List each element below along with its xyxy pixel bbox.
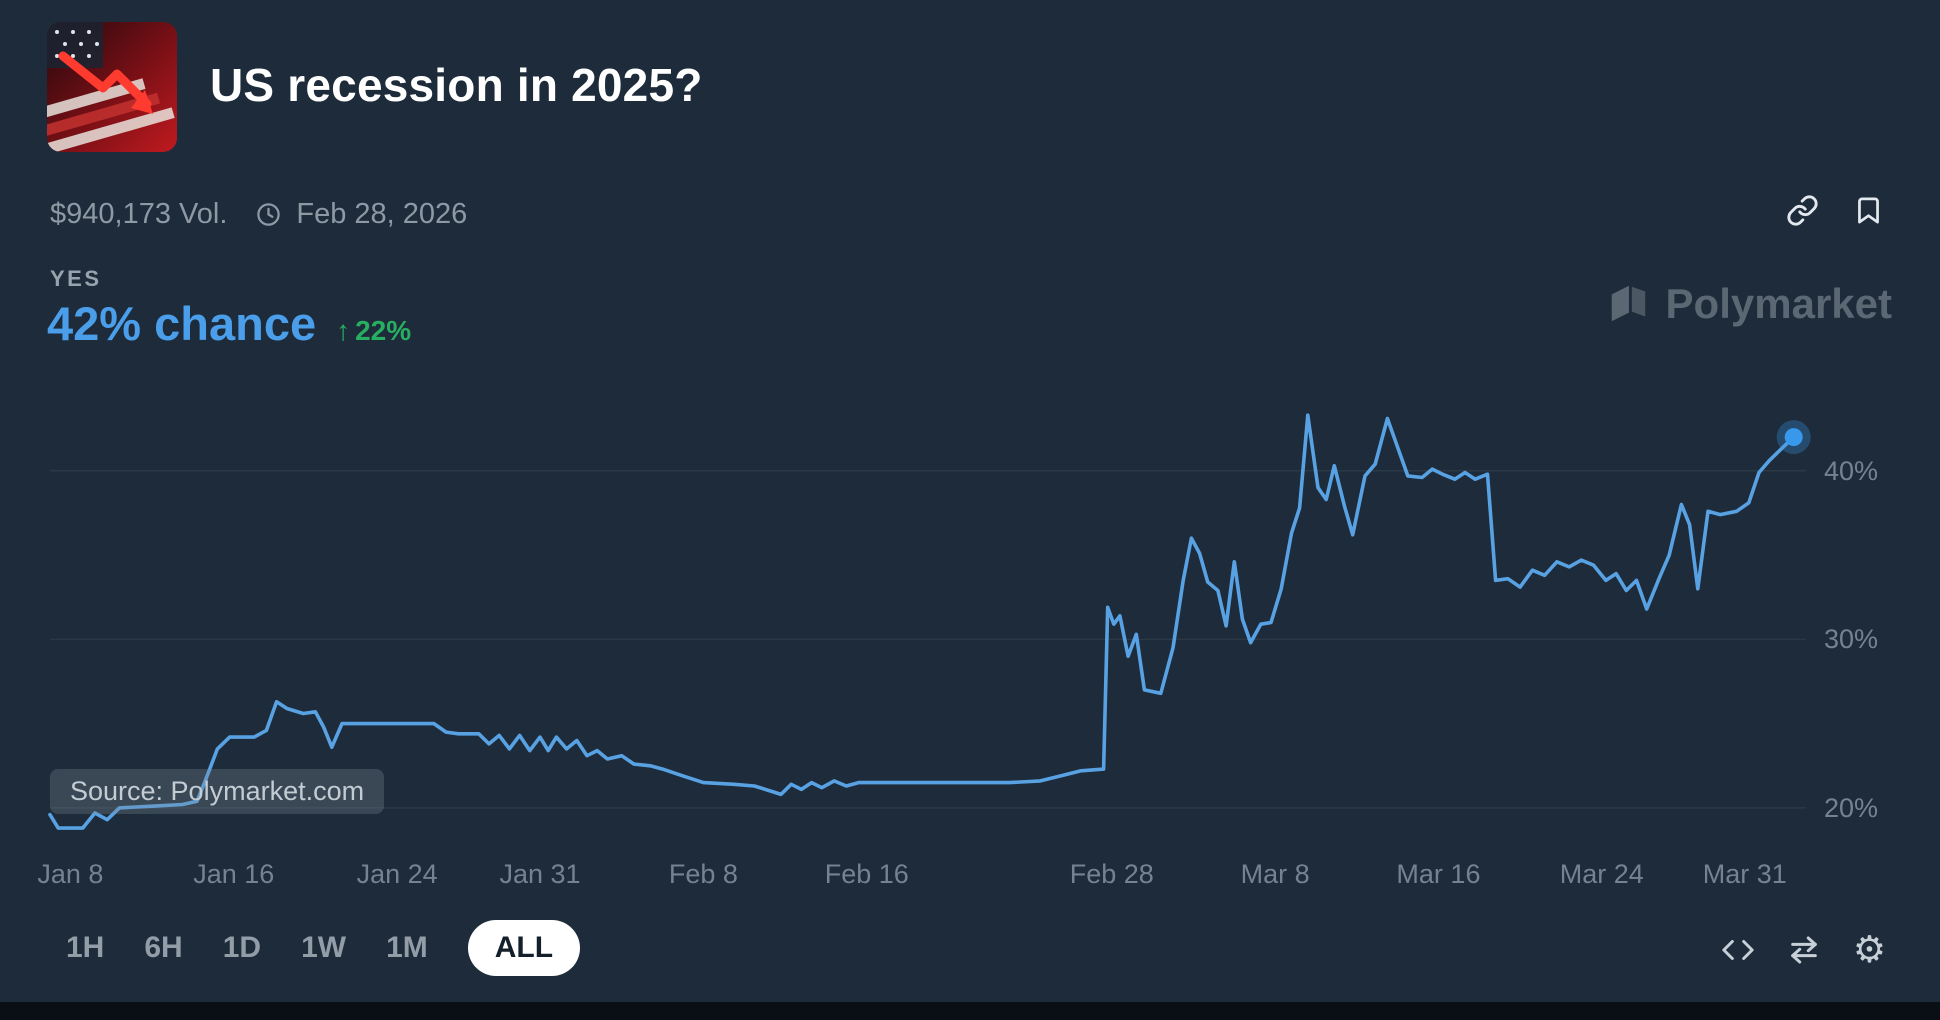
x-tick-label: Jan 16: [193, 859, 275, 889]
market-thumbnail: [47, 22, 177, 152]
swap-outcome-button[interactable]: [1783, 929, 1825, 971]
embed-code-button[interactable]: [1717, 929, 1759, 971]
x-tick-label: Feb 8: [668, 859, 738, 889]
bookmark-button[interactable]: [1849, 190, 1888, 231]
probability-line: [48, 413, 1796, 830]
polymarket-logo-icon: [1605, 281, 1651, 327]
timeframe-button-6h[interactable]: 6H: [144, 931, 183, 964]
market-meta: $940,173 Vol. Feb 28, 2026: [50, 198, 467, 231]
copy-link-button[interactable]: [1782, 190, 1823, 231]
timeframe-button-1w[interactable]: 1W: [301, 931, 347, 964]
chance-value: 42% chance: [47, 297, 317, 350]
x-tick-label: Mar 31: [1702, 859, 1787, 889]
x-tick-label: Jan 24: [356, 859, 438, 889]
code-icon: [1722, 940, 1754, 960]
bottom-bar: [0, 1002, 1940, 1020]
recession-flag-artwork: [47, 22, 177, 152]
x-tick-label: Feb 16: [824, 859, 909, 889]
timeframe-selector: 1H 6H 1D 1W 1M ALL: [66, 920, 581, 976]
bookmark-icon: [1858, 197, 1879, 224]
probability-chart[interactable]: [48, 400, 1811, 845]
market-actions: [1782, 190, 1888, 231]
x-tick-label: Mar 16: [1396, 859, 1481, 889]
x-tick-label: Mar 24: [1559, 859, 1644, 889]
source-badge: Source: Polymarket.com: [50, 769, 385, 814]
polymarket-watermark: Polymarket: [1605, 280, 1892, 328]
market-title: US recession in 2025?: [210, 59, 703, 111]
timeframe-button-1h[interactable]: 1H: [66, 931, 105, 964]
volume-text: $940,173 Vol.: [50, 198, 228, 230]
polymarket-wordmark: Polymarket: [1665, 280, 1892, 327]
end-date-text: Feb 28, 2026: [296, 198, 468, 230]
y-tick-label: 20%: [1824, 792, 1879, 823]
settings-button[interactable]: ⚙: [1849, 926, 1890, 974]
x-tick-label: Jan 8: [37, 859, 104, 889]
up-arrow-icon: ↑: [336, 315, 351, 346]
timeframe-button-all[interactable]: ALL: [467, 920, 581, 976]
link-icon: [1787, 195, 1818, 226]
current-point-dot: [1784, 428, 1803, 447]
x-tick-label: Mar 8: [1240, 859, 1310, 889]
chart-tools: ⚙: [1717, 926, 1890, 974]
chance-row: 42% chance ↑ 22%: [47, 296, 411, 351]
change-value: 22%: [355, 315, 412, 346]
gear-icon: ⚙: [1852, 929, 1886, 970]
clock-icon: [255, 201, 282, 228]
swap-arrows-icon: [1791, 936, 1817, 964]
outcome-label: YES: [50, 266, 102, 291]
x-tick-label: Jan 31: [499, 859, 581, 889]
y-tick-label: 30%: [1824, 624, 1879, 655]
x-tick-label: Feb 28: [1069, 859, 1154, 889]
timeframe-button-1m[interactable]: 1M: [386, 931, 428, 964]
y-tick-label: 40%: [1824, 455, 1879, 486]
timeframe-button-1d[interactable]: 1D: [222, 931, 262, 964]
change-indicator: ↑ 22%: [336, 315, 411, 347]
